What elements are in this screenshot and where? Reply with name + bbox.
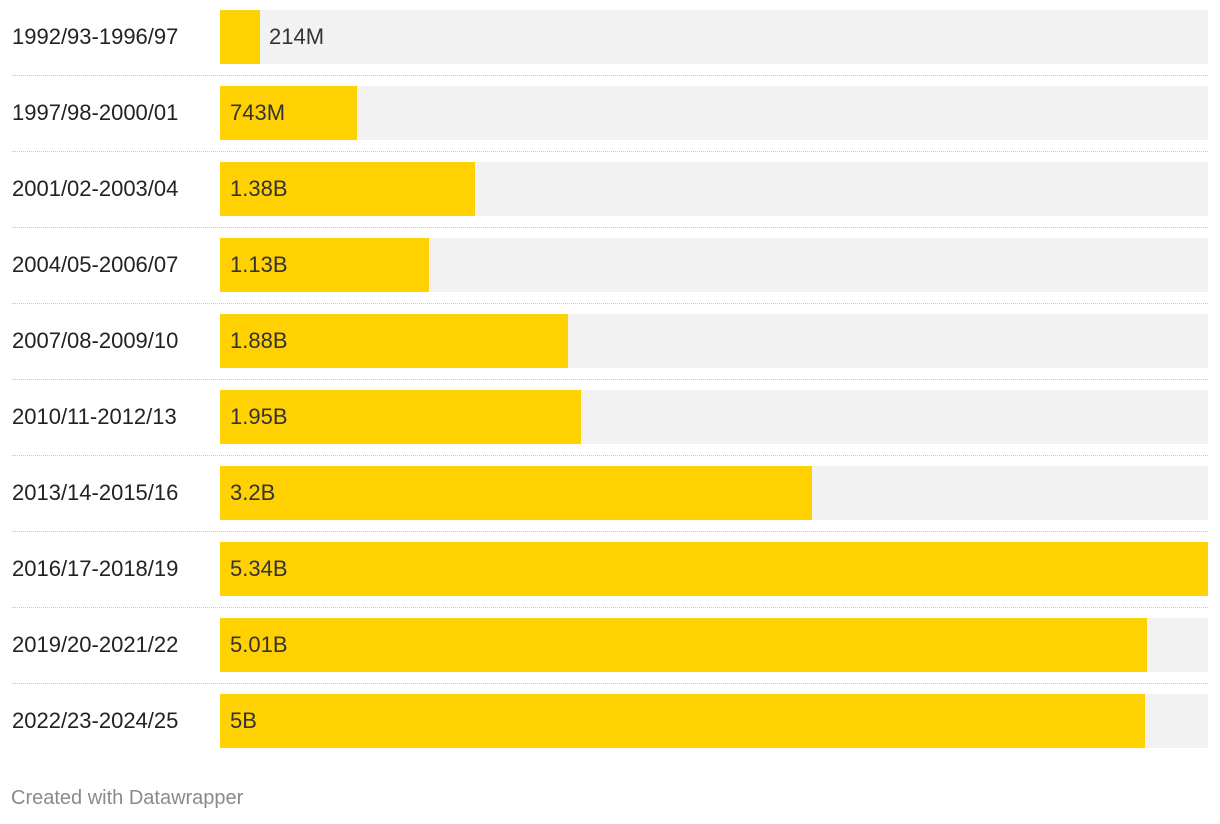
bar-value-label: 5B bbox=[230, 708, 257, 733]
bar-value-label: 5.34B bbox=[230, 556, 288, 581]
row-separator bbox=[12, 455, 1208, 456]
bar-value-label: 214M bbox=[269, 24, 325, 49]
bar[interactable] bbox=[220, 694, 1145, 748]
bar-row: 1992/93-1996/97 214M bbox=[12, 0, 1208, 76]
row-separator bbox=[12, 607, 1208, 608]
bar-row: 2001/02-2003/04 1.38B bbox=[12, 152, 1208, 228]
category-label: 2010/11-2012/13 bbox=[12, 404, 177, 429]
row-separator bbox=[12, 303, 1208, 304]
bar-row: 2013/14-2015/16 3.2B bbox=[12, 456, 1208, 532]
category-label: 2013/14-2015/16 bbox=[12, 480, 179, 505]
category-label: 2019/20-2021/22 bbox=[12, 632, 179, 657]
bar[interactable] bbox=[220, 238, 429, 292]
row-separator bbox=[12, 683, 1208, 684]
bar-row: 2007/08-2009/10 1.88B bbox=[12, 304, 1208, 380]
bar-row: 2016/17-2018/19 5.34B bbox=[12, 532, 1208, 608]
bar[interactable] bbox=[220, 86, 357, 140]
bar-track: 5.01B bbox=[220, 618, 1208, 672]
row-separator bbox=[12, 379, 1208, 380]
bar-track: 1.88B bbox=[220, 314, 1208, 368]
bar-value-label: 1.13B bbox=[230, 252, 288, 277]
bar[interactable] bbox=[220, 10, 260, 64]
bar-row: 2022/23-2024/25 5B bbox=[12, 684, 1208, 760]
bar[interactable] bbox=[220, 542, 1208, 596]
bar-chart: 1992/93-1996/97 214M 1997/98-2000/01 743M 20… bbox=[12, 0, 1208, 760]
bar[interactable] bbox=[220, 466, 812, 520]
category-label: 1992/93-1996/97 bbox=[12, 24, 179, 49]
bar[interactable] bbox=[220, 390, 581, 444]
bar-track: 3.2B bbox=[220, 466, 1208, 520]
row-separator bbox=[12, 151, 1208, 152]
row-separator bbox=[12, 75, 1208, 76]
category-label: 2007/08-2009/10 bbox=[12, 328, 179, 353]
category-label: 2004/05-2006/07 bbox=[12, 252, 179, 277]
bar-track: 5B bbox=[220, 694, 1208, 748]
category-label: 1997/98-2000/01 bbox=[12, 100, 179, 125]
datawrapper-credit[interactable]: Created with Datawrapper bbox=[11, 787, 244, 809]
category-label: 2001/02-2003/04 bbox=[12, 176, 179, 201]
bar-value-label: 743M bbox=[230, 100, 286, 125]
row-separator bbox=[12, 227, 1208, 228]
bar-track: 5.34B bbox=[220, 542, 1208, 596]
bar-value-label: 3.2B bbox=[230, 480, 276, 505]
bar-track: 1.95B bbox=[220, 390, 1208, 444]
category-label: 2022/23-2024/25 bbox=[12, 708, 179, 733]
bar-row: 2019/20-2021/22 5.01B bbox=[12, 608, 1208, 684]
bar-row: 2004/05-2006/07 1.13B bbox=[12, 228, 1208, 304]
bar-track: 214M bbox=[220, 10, 1208, 64]
row-separator bbox=[12, 531, 1208, 532]
bar[interactable] bbox=[220, 618, 1147, 672]
category-label: 2016/17-2018/19 bbox=[12, 556, 179, 581]
bar[interactable] bbox=[220, 314, 568, 368]
bar-track: 743M bbox=[220, 86, 1208, 140]
bar-track: 1.13B bbox=[220, 238, 1208, 292]
bar-row: 2010/11-2012/13 1.95B bbox=[12, 380, 1208, 456]
bar-value-label: 1.88B bbox=[230, 328, 288, 353]
bar-value-label: 1.95B bbox=[230, 404, 288, 429]
bar-row: 1997/98-2000/01 743M bbox=[12, 76, 1208, 152]
bar-value-label: 5.01B bbox=[230, 632, 288, 657]
bar[interactable] bbox=[220, 162, 475, 216]
bar-track: 1.38B bbox=[220, 162, 1208, 216]
bar-value-label: 1.38B bbox=[230, 176, 288, 201]
